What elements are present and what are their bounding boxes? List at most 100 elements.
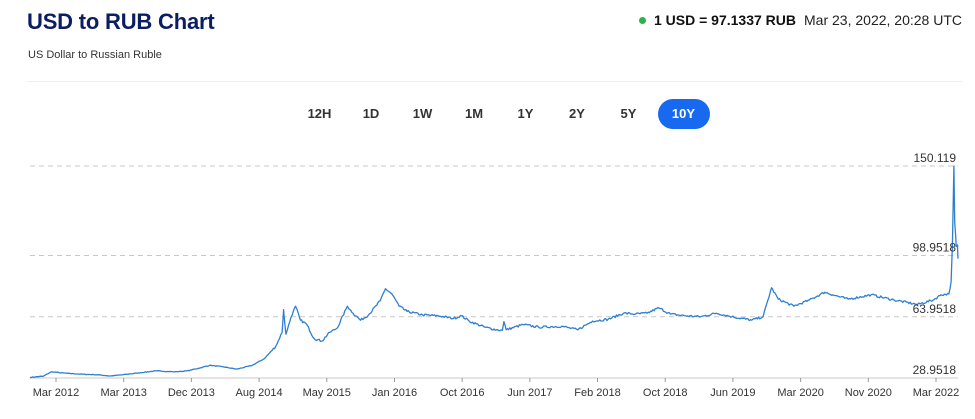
data-point	[847, 298, 850, 301]
data-point	[139, 371, 142, 374]
data-point	[305, 322, 308, 325]
data-point	[537, 326, 540, 329]
x-tick-label: Feb 2018	[574, 387, 620, 399]
data-point	[750, 319, 753, 322]
rate-line	[29, 165, 959, 379]
data-point	[299, 319, 302, 322]
header-divider	[27, 81, 962, 82]
data-point	[808, 299, 811, 302]
x-tick-label: Jan 2016	[372, 387, 417, 399]
data-point	[390, 292, 393, 295]
x-tick-label: Nov 2020	[845, 387, 892, 399]
data-point	[96, 373, 99, 376]
data-point	[121, 373, 124, 376]
data-point	[560, 325, 563, 328]
data-point	[50, 370, 53, 373]
data-point	[174, 370, 177, 373]
data-point	[398, 305, 401, 308]
data-point	[591, 320, 594, 323]
timeframe-tabs: 12H 1D 1W 1M 1Y 2Y 5Y 10Y	[295, 99, 712, 129]
y-tick-label: 98.9518	[913, 241, 957, 255]
page-title: USD to RUB Chart	[27, 9, 215, 34]
x-tick-label: Mar 2012	[33, 387, 79, 399]
tab-1m[interactable]: 1M	[464, 106, 484, 121]
data-point	[294, 305, 297, 308]
data-point	[715, 312, 718, 315]
data-point	[351, 312, 354, 315]
data-point	[622, 312, 625, 315]
data-point	[521, 323, 524, 326]
data-point	[505, 328, 508, 331]
tab-10y[interactable]: 10Y	[657, 99, 710, 129]
x-tick-label: Jun 2017	[507, 387, 552, 399]
data-point	[155, 369, 158, 372]
data-point	[956, 243, 959, 246]
x-tick-label: Mar 2020	[777, 387, 823, 399]
live-status-dot-icon	[638, 16, 646, 24]
x-tick-label: Jun 2019	[710, 387, 755, 399]
data-point	[346, 305, 349, 308]
data-point	[831, 293, 834, 296]
data-point	[950, 280, 953, 283]
data-point	[77, 373, 80, 376]
data-point	[313, 337, 316, 340]
x-tick-label: Oct 2016	[440, 387, 485, 399]
y-tick-label: 28.9518	[913, 363, 957, 377]
tab-1d[interactable]: 1D	[362, 106, 380, 121]
data-point	[576, 328, 579, 331]
y-tick-label: 150.119	[914, 151, 957, 165]
data-point	[336, 327, 339, 330]
data-point	[421, 313, 424, 316]
data-point	[947, 292, 950, 295]
x-tick-label: Oct 2018	[643, 387, 688, 399]
data-point	[607, 318, 610, 321]
rate-summary: 1 USD = 97.1337 RUB Mar 23, 2022, 20:28 …	[638, 12, 962, 28]
data-point	[762, 315, 765, 318]
data-point	[468, 320, 471, 323]
data-point	[669, 313, 672, 316]
tab-2y[interactable]: 2Y	[569, 106, 585, 121]
tab-1w[interactable]: 1W	[412, 106, 433, 121]
x-tick-label: Dec 2013	[168, 387, 215, 399]
data-point	[460, 314, 463, 317]
data-point	[870, 293, 873, 296]
data-point	[634, 313, 637, 316]
data-point	[495, 328, 498, 331]
data-point	[62, 372, 65, 375]
data-point	[282, 308, 285, 311]
data-point	[251, 364, 254, 367]
data-point	[290, 315, 293, 318]
data-point	[823, 291, 826, 294]
x-tick-label: May 2015	[303, 387, 351, 399]
data-point	[957, 257, 960, 260]
x-tick-label: Mar 2013	[100, 387, 146, 399]
data-point	[893, 299, 896, 302]
data-point	[699, 315, 702, 318]
data-point	[501, 329, 504, 332]
data-point	[367, 313, 370, 316]
data-point	[384, 287, 387, 290]
x-tick-label: Aug 2014	[236, 387, 283, 399]
data-point	[284, 333, 287, 336]
data-point	[235, 368, 238, 371]
data-point	[777, 298, 780, 301]
data-point	[359, 319, 362, 322]
data-point	[186, 369, 189, 372]
rate-timestamp: Mar 23, 2022, 20:28 UTC	[804, 12, 962, 28]
data-point	[328, 331, 331, 334]
data-point	[502, 320, 505, 323]
tab-5y[interactable]: 5Y	[620, 106, 637, 121]
data-point	[109, 374, 112, 377]
data-point	[220, 365, 223, 368]
page-subtitle: US Dollar to Russian Ruble	[28, 49, 162, 61]
data-point	[197, 367, 200, 370]
data-point	[437, 314, 440, 317]
data-point	[208, 364, 211, 367]
data-point	[684, 314, 687, 317]
data-point	[406, 310, 409, 313]
y-tick-label: 63.9518	[913, 302, 957, 316]
data-point	[483, 326, 486, 329]
tab-12h[interactable]: 12H	[307, 106, 332, 121]
tab-1y[interactable]: 1Y	[517, 106, 534, 121]
